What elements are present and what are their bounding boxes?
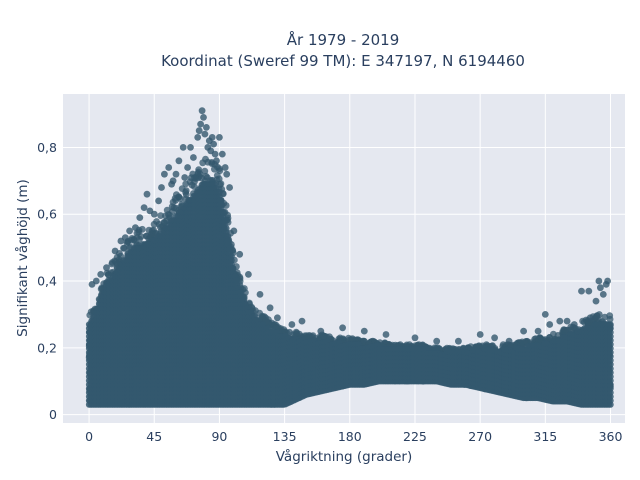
scatter-points xyxy=(85,107,614,408)
scatter-point xyxy=(579,317,586,325)
scatter-point xyxy=(182,187,190,195)
scatter-point xyxy=(153,218,160,225)
scatter-point xyxy=(595,311,603,318)
scatter-point xyxy=(195,166,203,174)
scatter-point xyxy=(128,235,136,242)
scatter-point xyxy=(176,195,184,203)
scatter-point xyxy=(192,175,200,182)
scatter-point xyxy=(163,206,171,214)
chart-subtitle: Koordinat (Sweref 99 TM): E 347197, N 61… xyxy=(161,52,525,70)
chart-title: År 1979 - 2019 xyxy=(287,30,400,49)
scatter-point xyxy=(606,312,614,319)
scatter-point xyxy=(170,204,178,212)
